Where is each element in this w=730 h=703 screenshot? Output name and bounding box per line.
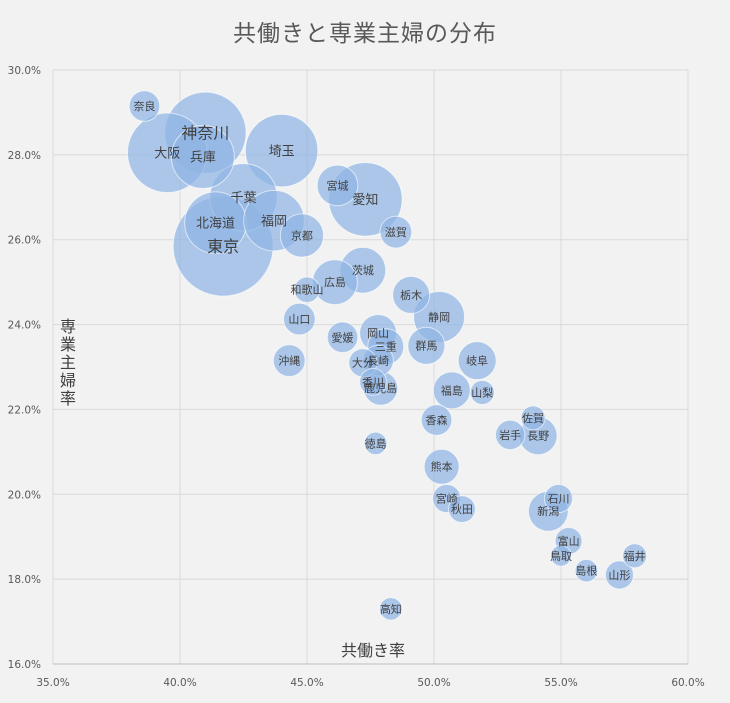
bubble-label: 長野: [527, 430, 549, 443]
bubble-label: 大阪: [154, 146, 180, 161]
bubble-label: 徳島: [365, 436, 387, 450]
bubble: [520, 405, 546, 431]
bubble: [420, 404, 453, 436]
bubble-label: 山梨: [471, 385, 493, 399]
bubble-label: 群馬: [415, 339, 437, 353]
bubble: [604, 560, 634, 590]
bubble-label: 島根: [575, 564, 597, 578]
bubble-label: 奈良: [133, 99, 155, 113]
bubble-label: 佐賀: [522, 411, 544, 425]
bubble-label: 山口: [288, 313, 310, 326]
bubble: [359, 367, 387, 396]
bubble-label: 石川: [547, 492, 569, 505]
bubble-label: 愛媛: [332, 330, 354, 344]
bubble-label: 宮城: [326, 178, 348, 192]
x-tick-label: 60.0%: [671, 677, 704, 689]
bubble-label: 京都: [291, 228, 313, 242]
bubble-label: 埼玉: [269, 144, 295, 159]
bubble-label: 熊本: [431, 460, 453, 474]
bubble-label: 沖縄: [278, 354, 300, 368]
bubble: [363, 431, 388, 456]
bubble-label: 香森: [426, 413, 448, 427]
bubble-label: 静岡: [428, 310, 450, 324]
bubble-label: 広島: [324, 275, 346, 289]
y-axis-label: 専業主婦率: [59, 317, 76, 408]
bubble: [469, 379, 495, 405]
bubble: [457, 341, 497, 381]
bubble-label: 福岡: [261, 214, 287, 229]
bubble-label: 福島: [441, 383, 463, 397]
bubble-layer: [127, 90, 648, 621]
x-tick-label: 35.0%: [36, 677, 69, 689]
y-tick-label: 30.0%: [8, 65, 41, 77]
bubble: [170, 125, 235, 189]
bubble: [574, 558, 599, 583]
bubble-label: 大分: [352, 356, 374, 370]
bubble-label: 鳥取: [550, 549, 572, 563]
bubble: [622, 543, 648, 569]
bubble-label: 新潟: [537, 504, 559, 518]
bubble-label: 愛知: [352, 192, 378, 208]
bubble: [379, 215, 413, 249]
bubble: [326, 321, 359, 354]
y-tick-label: 26.0%: [8, 235, 41, 247]
x-tick-label: 45.0%: [290, 677, 323, 689]
bubble-label: 三重: [375, 340, 397, 354]
bubble-label: 千葉: [230, 191, 256, 206]
x-tick-label: 40.0%: [163, 677, 196, 689]
y-tick-label: 24.0%: [8, 320, 41, 332]
bubble-label: 東京: [207, 237, 239, 256]
bubble-label: 北海道: [196, 216, 235, 231]
bubble-label: 和歌山: [291, 283, 324, 297]
bubble-label: 岩手: [499, 428, 521, 442]
bubble-label: 福井: [624, 549, 646, 563]
chart-title: 共働きと専業主婦の分布: [233, 21, 497, 47]
x-axis-label: 共働き率: [340, 641, 405, 660]
y-tick-label: 28.0%: [8, 150, 41, 162]
bubble-label: 香川: [362, 376, 384, 389]
y-tick-label: 22.0%: [8, 404, 41, 416]
bubble: [407, 326, 446, 365]
axis-ticks: 16.0% 18.0% 20.0% 22.0% 24.0% 26.0% 28.0% 30.0%…: [8, 65, 705, 689]
bubble: [550, 544, 572, 567]
grid-lines: [52, 69, 689, 665]
bubble: [272, 344, 306, 378]
bubble: [423, 448, 460, 485]
bubble: [128, 90, 161, 122]
bubble-label: 秋田: [451, 502, 473, 516]
x-tick-label: 50.0%: [417, 677, 450, 689]
bubble-label: 高知: [380, 602, 402, 616]
y-tick-label: 16.0%: [8, 659, 41, 671]
bubble-label: 兵庫: [190, 151, 216, 166]
x-tick-label: 55.0%: [544, 677, 577, 689]
bubble-label: 鹿児島: [364, 381, 397, 395]
bubble-label: 岐阜: [466, 355, 488, 368]
bubble: [244, 113, 319, 188]
bubble: [283, 302, 316, 336]
bubble-label: 山形: [608, 569, 630, 582]
bubble-label: 宮崎: [436, 491, 458, 505]
bubble: [279, 213, 325, 258]
bubble: [316, 164, 359, 207]
bubble-label: 富山: [558, 534, 580, 548]
bubble-label: 茨城: [352, 263, 374, 277]
bubble: [495, 419, 526, 451]
bubble: [543, 483, 574, 514]
y-tick-label: 18.0%: [8, 574, 41, 586]
bubble: [392, 275, 431, 314]
bubble: [448, 495, 476, 524]
bubble-label: 岡山: [367, 327, 389, 340]
bubble-label: 栃木: [400, 288, 422, 302]
y-tick-label: 20.0%: [8, 489, 41, 501]
bubble-label: 滋賀: [385, 226, 407, 239]
bubble: [293, 276, 321, 304]
bubble-label: 長崎: [367, 354, 389, 368]
bubble-label: 神奈川: [181, 124, 229, 143]
bubble: [379, 597, 403, 621]
